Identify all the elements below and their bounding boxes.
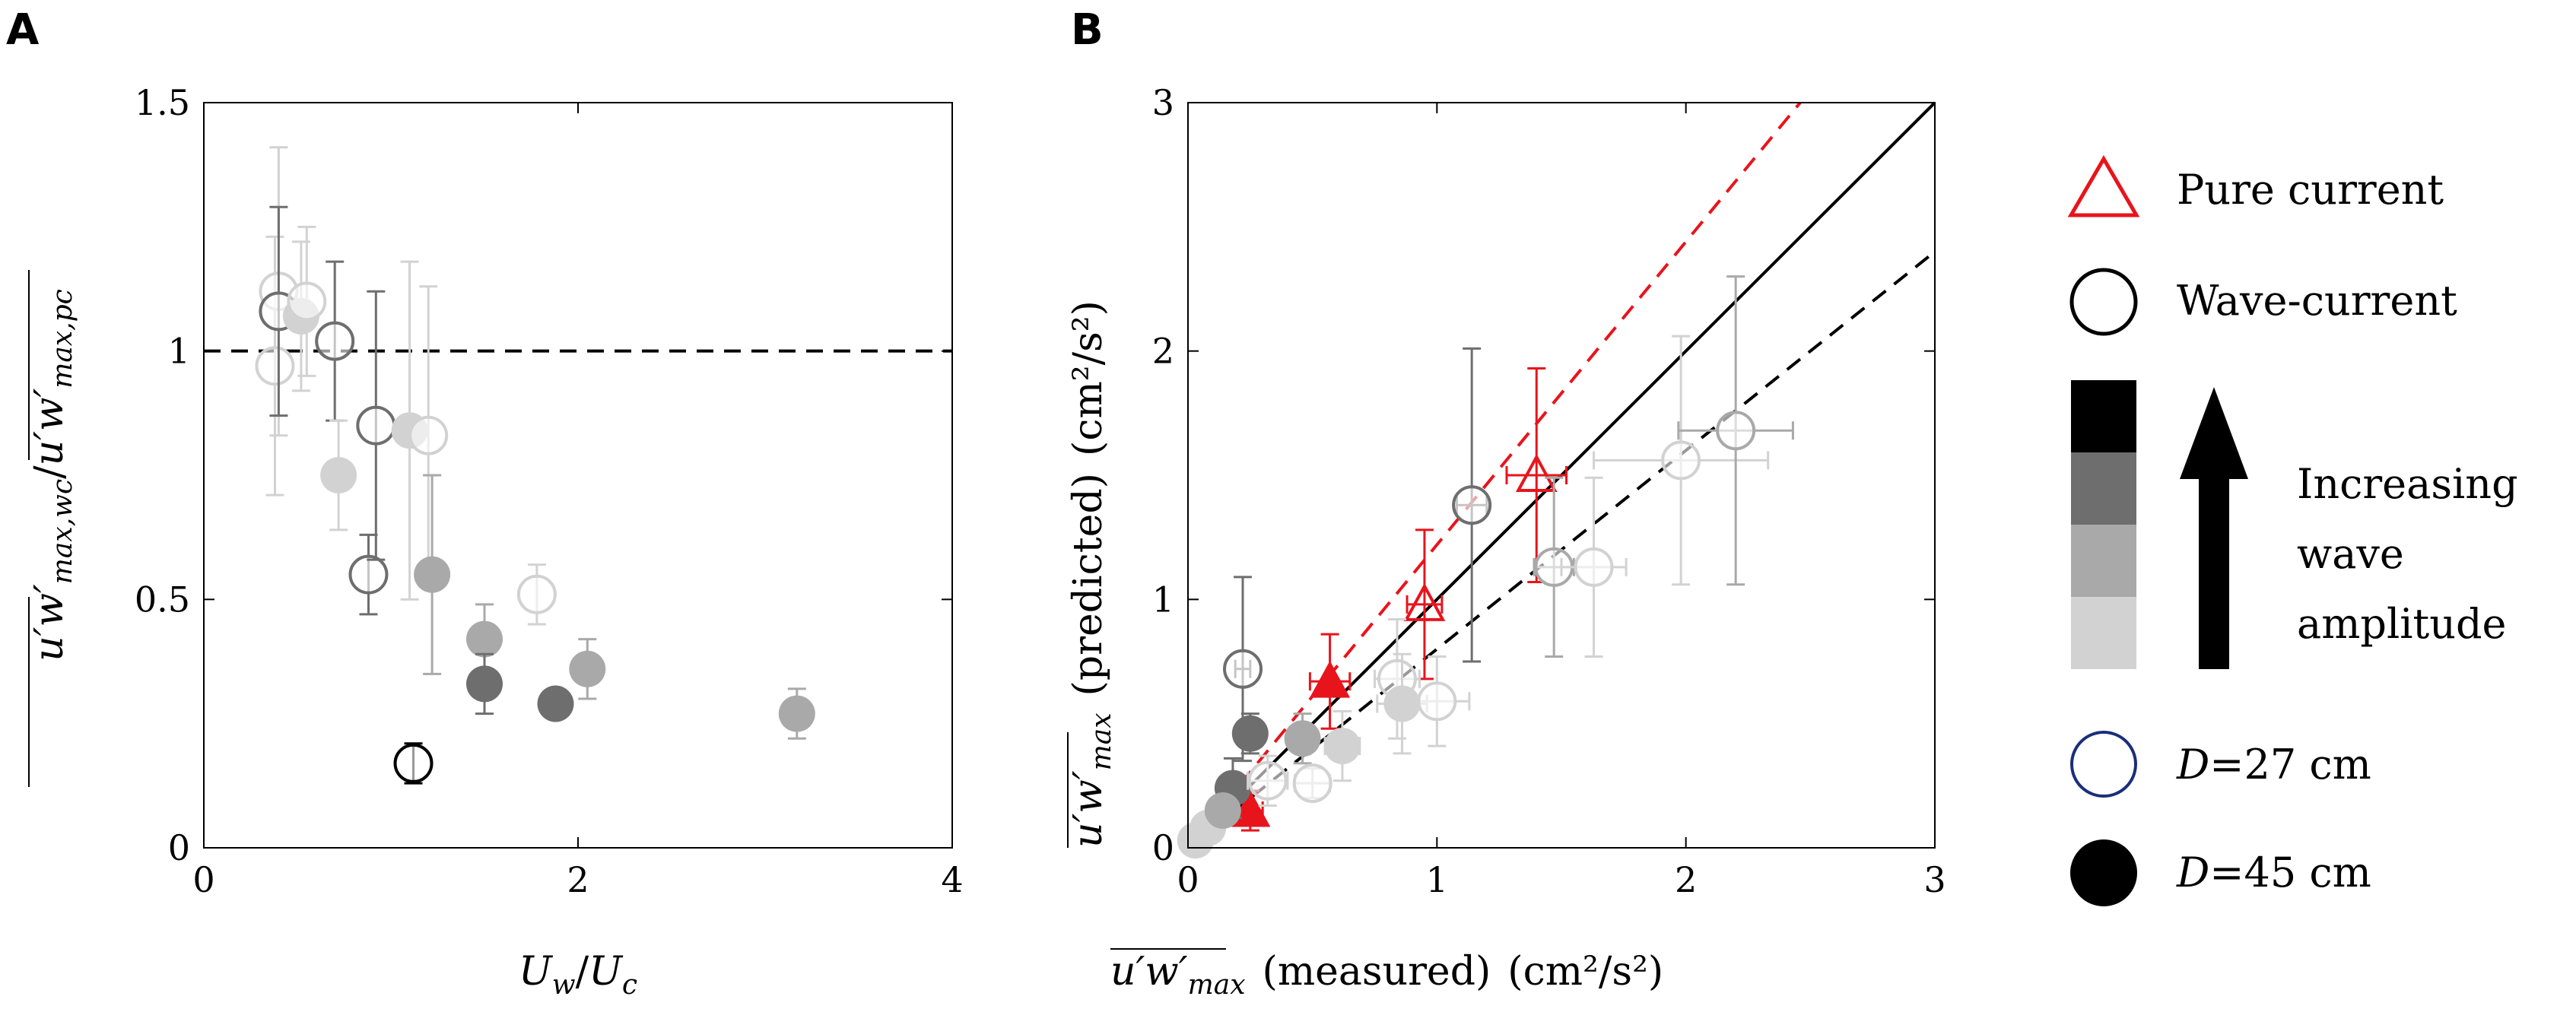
panel-b-marks xyxy=(1177,101,1936,859)
panel-b-ytick-label: 0 xyxy=(1152,827,1174,868)
legend-increasing-2: wave xyxy=(2297,530,2404,578)
panel-a-point xyxy=(348,554,389,595)
panel-a-x-label: Uw/Uc xyxy=(519,949,637,1001)
panel-a-ytick-label: 1 xyxy=(168,331,190,372)
panel-label-b: B xyxy=(1071,5,1104,55)
panel-a-point xyxy=(414,556,451,593)
panel-a-xtick-label: 2 xyxy=(567,859,589,900)
panel-a-axes-box xyxy=(203,102,953,849)
panel-a-point xyxy=(466,620,503,658)
panel-b-point xyxy=(1661,440,1701,481)
legend-shade-black xyxy=(2071,380,2136,452)
panel-b-point xyxy=(1574,547,1614,587)
panel-a-xtick-label: 4 xyxy=(941,859,963,900)
panel-b-ticks: 0 1 2 3 0 1 2 3 xyxy=(1152,82,1946,900)
panel-b-point xyxy=(1247,760,1288,801)
panel-label-a: A xyxy=(6,5,40,55)
panel-a-y-label-group: u′w′max,wc/u′w′max,pc xyxy=(27,270,78,787)
legend-wave-current-label: Wave-current xyxy=(2177,277,2457,325)
panel-b-point xyxy=(1204,792,1241,829)
panel-b-xtick-label: 2 xyxy=(1675,859,1697,900)
panel-b-point xyxy=(1223,649,1263,689)
legend-pure-current-label: Pure current xyxy=(2177,166,2444,214)
panel-a-point xyxy=(356,405,396,446)
panel-a-ytick-label: 1.5 xyxy=(135,82,190,123)
panel-b-ytick-label: 3 xyxy=(1152,82,1174,123)
legend-up-arrow-icon xyxy=(2180,387,2248,479)
panel-b-point xyxy=(1323,728,1361,765)
legend-shade-dark xyxy=(2071,452,2136,525)
panel-b-xtick-label: 1 xyxy=(1426,859,1448,900)
panel-b-ytick-label: 2 xyxy=(1152,331,1174,372)
panel-b-x-label: u′w′max (measured) (cm²/s²) xyxy=(1110,949,1663,1001)
panel-b-point-triangle xyxy=(1310,661,1351,698)
panel-b-fit-line xyxy=(1186,101,1802,849)
panel-a-point xyxy=(778,695,815,732)
panel-a-y-label: u′w′max,wc/u′w′max,pc xyxy=(27,289,78,662)
panel-a-ticks: 0 2 4 0 0.5 1 1.5 xyxy=(135,82,964,900)
panel-b-point xyxy=(1417,681,1457,722)
panel-b-xtick-label: 0 xyxy=(1177,859,1199,900)
panel-a-ytick-label: 0.5 xyxy=(135,579,190,620)
legend-triangle-icon xyxy=(2067,155,2140,217)
panel-b-point xyxy=(1177,822,1214,859)
panel-b-point-triangle xyxy=(1403,582,1446,621)
panel-a-point xyxy=(466,665,503,703)
panel-b-axes-box xyxy=(1187,102,1936,849)
panel-a-point xyxy=(408,415,449,455)
panel-a-point xyxy=(287,281,327,322)
panel-b-point xyxy=(1284,720,1321,757)
legend-increasing-3: amplitude xyxy=(2297,600,2507,648)
legend-arrow-shaft xyxy=(2199,479,2229,669)
panel-a-point xyxy=(569,650,606,687)
legend-shade-light xyxy=(2071,597,2136,669)
panel-b-point xyxy=(1383,685,1421,722)
legend-d27-label: D=27 cm xyxy=(2176,741,2371,788)
panel-b-ytick-label: 1 xyxy=(1152,579,1174,620)
panel-b-xtick-label: 3 xyxy=(1923,859,1945,900)
panel-b-y-label: u′w′max(predicted)(cm²/s²) xyxy=(1066,300,1117,848)
legend-increasing-1: Increasing xyxy=(2297,460,2518,508)
panel-a-point xyxy=(393,743,434,783)
panel-b-y-label-group: u′w′max(predicted)(cm²/s²) xyxy=(1066,300,1117,848)
panel-b-chart: 0 1 2 3 0 1 2 3 u′w′max (measured) (cm²/s²) u′w′m… xyxy=(1066,82,1946,1001)
panel-a-point xyxy=(255,346,295,386)
panel-b-point xyxy=(1716,411,1756,451)
panel-a-point xyxy=(320,457,357,493)
panel-a-point xyxy=(315,321,355,361)
panel-b-point xyxy=(1292,763,1332,804)
legend-open-circle-icon xyxy=(2069,268,2138,336)
panel-a-chart: 0 2 4 0 0.5 1 1.5 Uw/Uc u′w′max,wc/u′w′max,pc xyxy=(27,82,964,1001)
panel-b-point xyxy=(1452,485,1492,525)
panel-a-ytick-label: 0 xyxy=(168,827,190,868)
legend: Pure current Wave-current Increasing wav… xyxy=(2067,155,2518,906)
legend-d27-circle-icon xyxy=(2070,731,2137,798)
legend-shade-swatch xyxy=(2071,380,2136,669)
legend-d45-label: D=45 cm xyxy=(2176,849,2371,896)
panel-a-point xyxy=(516,574,557,614)
panel-b-point xyxy=(1231,715,1269,752)
legend-shade-medium xyxy=(2071,525,2136,597)
panel-b-point-triangle xyxy=(1515,453,1558,492)
panel-a-point xyxy=(537,685,574,722)
legend-d45-circle-icon xyxy=(2070,839,2137,906)
panel-a-marks xyxy=(204,146,952,785)
panel-a-xtick-label: 0 xyxy=(192,859,214,900)
